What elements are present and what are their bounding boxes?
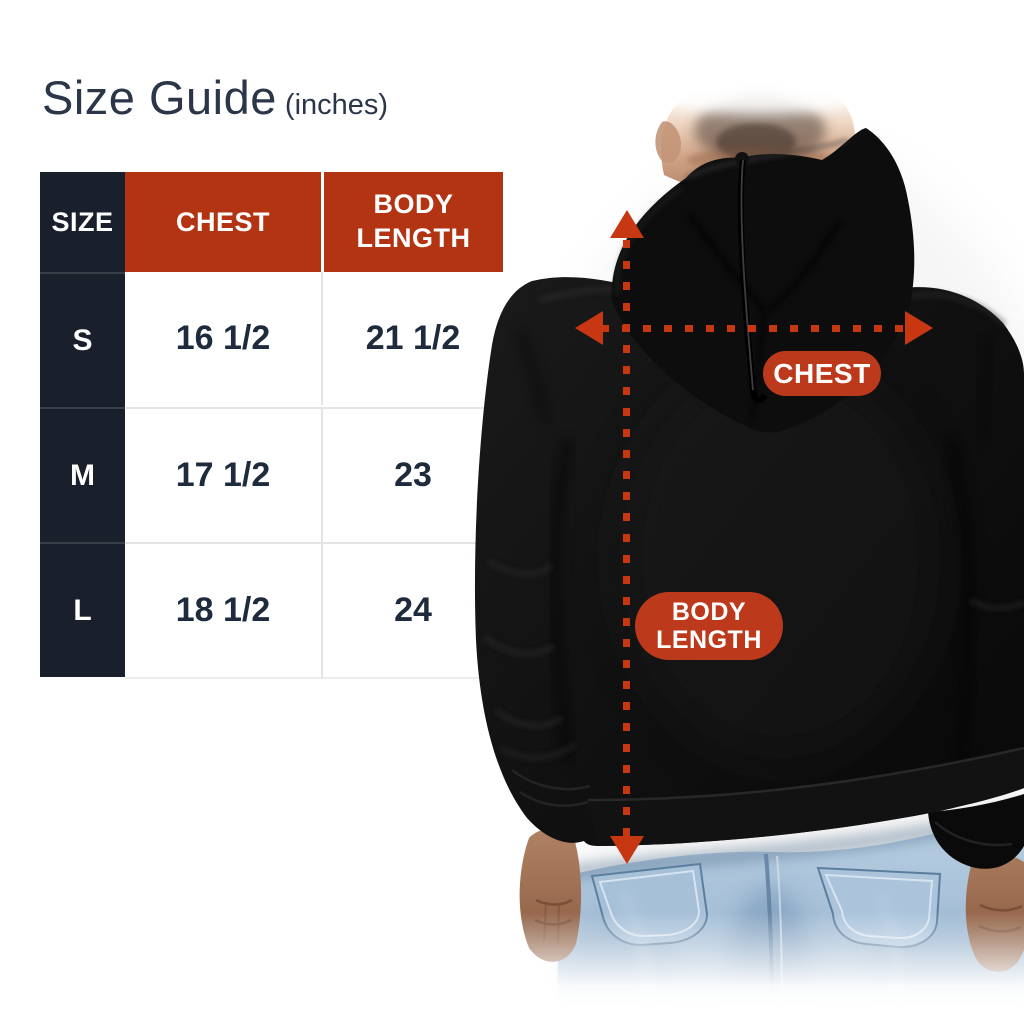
row-size-label: M bbox=[40, 407, 125, 542]
chest-label-pill: CHEST bbox=[763, 351, 881, 396]
body-length-label-pill: BODY LENGTH bbox=[635, 592, 783, 660]
chest-value: 16 1/2 bbox=[125, 272, 321, 405]
hoodie bbox=[474, 128, 1024, 869]
table-row: M 17 1/2 23 bbox=[40, 407, 503, 542]
body-length-measure-arrow bbox=[623, 240, 630, 838]
body-length-value: 21 1/2 bbox=[321, 272, 503, 405]
body-length-label-line2: LENGTH bbox=[656, 626, 762, 654]
size-table: SIZE CHEST BODY LENGTH S 16 1/2 21 1/2 M… bbox=[40, 172, 503, 679]
body-length-label-line1: BODY bbox=[671, 597, 747, 626]
bottom-fade bbox=[440, 912, 1024, 1024]
table-header-row: SIZE CHEST BODY LENGTH bbox=[40, 172, 503, 272]
right-cuff bbox=[928, 794, 1024, 869]
body-length-value: 24 bbox=[321, 542, 503, 679]
arrow-up-icon bbox=[610, 210, 644, 238]
header-cell-body-length: BODY LENGTH bbox=[321, 172, 503, 272]
header-cell-size: SIZE bbox=[40, 172, 125, 272]
table-row: L 18 1/2 24 bbox=[40, 542, 503, 679]
chest-value: 18 1/2 bbox=[125, 542, 321, 679]
page-title: Size Guide (inches) bbox=[42, 70, 388, 125]
title-unit: (inches) bbox=[284, 89, 389, 121]
arrow-right-icon bbox=[905, 311, 933, 345]
chest-label: CHEST bbox=[773, 357, 871, 389]
hem-band bbox=[588, 748, 1024, 846]
row-size-label: L bbox=[40, 542, 125, 677]
title-text: Size Guide bbox=[42, 71, 277, 124]
chest-value: 17 1/2 bbox=[125, 407, 321, 542]
ear bbox=[655, 121, 681, 164]
chest-measure-arrow bbox=[601, 325, 907, 332]
body-length-value: 23 bbox=[321, 407, 503, 542]
header-cell-chest: CHEST bbox=[125, 172, 321, 272]
arrow-left-icon bbox=[575, 311, 603, 345]
arrow-down-icon bbox=[610, 836, 644, 864]
table-row: S 16 1/2 21 1/2 bbox=[40, 272, 503, 407]
row-size-label: S bbox=[40, 272, 125, 407]
